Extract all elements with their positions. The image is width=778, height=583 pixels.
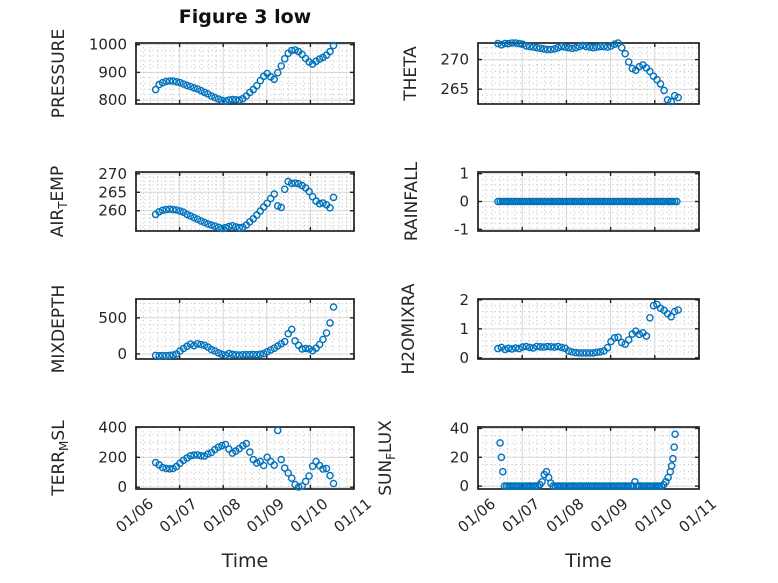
x-tick-label: 01/10 bbox=[287, 495, 332, 537]
subplot-pressure: 800 900 1000 PRESSURE bbox=[36, 29, 368, 190]
y-tick-label: 500 bbox=[98, 309, 127, 327]
scatter-markers bbox=[494, 300, 682, 357]
x-tick-label: 01/06 bbox=[454, 495, 499, 537]
x-tick-label: 01/11 bbox=[675, 495, 720, 537]
y-tick-label: 800 bbox=[98, 91, 127, 109]
scatter-markers bbox=[151, 177, 338, 233]
y-tick-label: 270 bbox=[440, 51, 469, 69]
y-tick-labels: 0 200 400 bbox=[98, 418, 127, 496]
y-tick-label: 200 bbox=[98, 448, 127, 466]
y-axis-label: SUNFLUX bbox=[376, 420, 398, 496]
x-tick-label: 01/09 bbox=[587, 495, 632, 537]
scatter-markers bbox=[151, 426, 338, 491]
y-tick-label: 265 bbox=[98, 183, 127, 201]
y-tick-label: 0 bbox=[459, 477, 469, 495]
y-axis-label: MIXDEPTH bbox=[49, 285, 69, 374]
y-tick-label: 0 bbox=[459, 193, 469, 211]
y-axis-label: AIRTEMP bbox=[48, 166, 70, 237]
rainfall-plot: -1 0 1 RAINFALL bbox=[402, 161, 700, 241]
y-axis-label: PRESSURE bbox=[49, 29, 69, 118]
subplot-terrmsl: 0 200 400 01/06 01/07 01/08 01/09 01/10 01/11 TER… bbox=[36, 415, 375, 575]
scatter-markers bbox=[151, 41, 338, 105]
axes-box bbox=[135, 171, 355, 232]
x-tick-label: 01/08 bbox=[200, 495, 245, 537]
scatter-markers bbox=[494, 39, 682, 106]
x-tick-label: 01/07 bbox=[156, 495, 201, 537]
subplot-sunflux: 0 20 40 01/06 01/07 01/08 01/09 01/10 01/11 SUNFL… bbox=[376, 415, 720, 575]
x-axis-label-left: Time bbox=[221, 550, 269, 572]
scatter-markers bbox=[151, 303, 338, 360]
mixdepth-plot: 0 500 MIXDEPTH bbox=[49, 285, 355, 374]
y-tick-label: 2 bbox=[459, 291, 469, 309]
minor-grid bbox=[136, 299, 354, 359]
subplot-mixdepth: 0 500 MIXDEPTH bbox=[36, 285, 368, 445]
y-tick-label: 1 bbox=[459, 320, 469, 338]
x-tick-label: 01/07 bbox=[499, 495, 544, 537]
minor-grid bbox=[478, 43, 699, 104]
y-tick-labels: 800 900 1000 bbox=[89, 36, 127, 109]
y-tick-label: 265 bbox=[440, 80, 469, 98]
x-tick-label: 01/08 bbox=[543, 495, 588, 537]
y-tick-label: 0 bbox=[459, 349, 469, 367]
figure-title: Figure 3 low bbox=[178, 6, 312, 28]
x-tick-label: 01/10 bbox=[631, 495, 676, 537]
axes-box bbox=[135, 42, 355, 105]
theta-plot: 265 270 THETA bbox=[401, 39, 700, 106]
y-tick-label: 20 bbox=[450, 448, 469, 466]
axes-box bbox=[135, 298, 355, 360]
subplot-rainfall: -1 0 1 RAINFALL bbox=[378, 160, 713, 317]
x-tick-label: 01/11 bbox=[330, 495, 375, 537]
y-tick-labels: 0 500 bbox=[98, 309, 127, 363]
tick-marks bbox=[135, 426, 355, 489]
y-axis-label: H2OMIXRA bbox=[399, 283, 419, 374]
y-axis-label: RAINFALL bbox=[402, 161, 422, 241]
scatter-markers bbox=[494, 197, 681, 206]
x-tick-label: 01/06 bbox=[112, 495, 157, 537]
y-tick-label: 0 bbox=[117, 478, 127, 496]
tick-marks bbox=[135, 43, 355, 104]
y-tick-label: 1 bbox=[459, 165, 469, 183]
y-tick-label: 400 bbox=[98, 418, 127, 436]
subplot-h2omixra: 0 1 2 H2OMIXRA bbox=[378, 283, 713, 445]
y-axis-label: THETA bbox=[401, 46, 421, 102]
y-tick-labels: 0 1 2 bbox=[459, 291, 469, 367]
tick-marks bbox=[477, 172, 700, 231]
sun_flux-plot: 0 20 40 01/06 01/07 01/08 01/09 01/10 01/11 SUNFL… bbox=[376, 419, 720, 536]
y-tick-label: 270 bbox=[98, 165, 127, 183]
y-tick-label: 1000 bbox=[89, 36, 127, 54]
y-tick-label: 40 bbox=[450, 419, 469, 437]
y-axis-label: TERRMSL bbox=[49, 420, 71, 497]
pressure-plot: 800 900 1000 PRESSURE bbox=[49, 29, 355, 118]
y-tick-labels: -1 0 1 bbox=[454, 165, 469, 239]
y-tick-labels: 0 20 40 bbox=[450, 419, 469, 495]
y-tick-labels: 265 270 bbox=[440, 51, 469, 99]
h2omixra-plot: 0 1 2 H2OMIXRA bbox=[399, 283, 700, 375]
tick-marks bbox=[477, 299, 700, 359]
minor-grid bbox=[136, 43, 354, 104]
subplot-theta: 265 270 THETA bbox=[378, 31, 713, 190]
tick-marks bbox=[477, 427, 700, 489]
minor-grid bbox=[136, 427, 354, 489]
y-tick-label: 900 bbox=[98, 63, 127, 81]
x-axis-label-right: Time bbox=[565, 550, 612, 572]
scatter-markers bbox=[496, 430, 679, 490]
y-tick-label: 260 bbox=[98, 202, 127, 220]
subplot-airtemp: 260 265 270 AIRTEMP bbox=[36, 160, 368, 317]
tick-marks bbox=[135, 172, 355, 231]
axes-box bbox=[477, 42, 700, 105]
y-tick-label: 0 bbox=[117, 345, 127, 363]
x-tick-label: 01/09 bbox=[243, 495, 288, 537]
y-tick-label: -1 bbox=[454, 220, 469, 238]
